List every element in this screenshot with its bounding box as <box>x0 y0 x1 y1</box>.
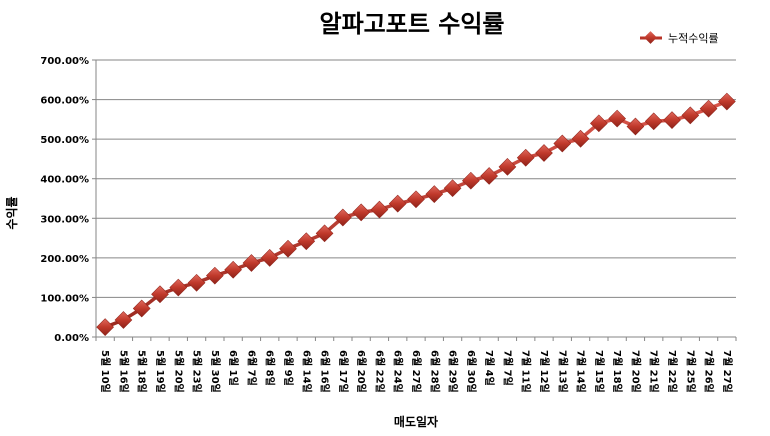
y-tick-label: 400.00% <box>40 175 89 186</box>
y-tick-label: 0.00% <box>54 333 89 344</box>
x-tick-label: 7월 18일 <box>611 350 624 393</box>
legend-label: 누적수익률 <box>668 32 719 45</box>
data-point <box>663 111 681 129</box>
x-tick-label: 6월 1일 <box>227 350 240 386</box>
series-line <box>104 99 728 329</box>
data-point <box>132 299 151 318</box>
x-tick-label: 5월 20일 <box>172 350 185 393</box>
x-axis-ticks: 5월 10일 5월 16일 5월 18일 5월 19일 5월 20일 5월 23일 5월 3… <box>95 337 737 393</box>
x-tick-label: 5월 19일 <box>154 350 167 393</box>
data-point <box>553 134 572 153</box>
data-point <box>370 200 389 219</box>
data-point <box>590 114 608 133</box>
data-point <box>516 148 535 167</box>
data-point <box>260 249 279 267</box>
gridlines <box>96 59 736 298</box>
series-cumulative-return <box>96 92 736 336</box>
x-tick-label: 7월 26일 <box>703 350 716 393</box>
data-point <box>242 254 261 272</box>
data-point <box>388 194 407 213</box>
x-tick-label: 7월 13일 <box>556 350 569 393</box>
data-point <box>224 260 242 279</box>
x-tick-label: 6월 22일 <box>373 350 386 393</box>
x-tick-label: 5월 18일 <box>136 350 149 393</box>
y-tick-label: 500.00% <box>40 135 89 146</box>
x-tick-label: 6월 7일 <box>245 350 258 386</box>
data-point <box>334 208 352 227</box>
y-tick-label: 300.00% <box>40 214 89 225</box>
legend: 누적수익률 <box>640 31 719 45</box>
x-tick-label: 7월 21일 <box>648 350 661 393</box>
x-tick-label: 7월 25일 <box>684 350 697 393</box>
y-axis-ticks: 0.00% 100.00% 200.00% 300.00% 400.00% 500.00%… <box>40 56 96 344</box>
x-tick-label: 6월 9일 <box>282 350 295 386</box>
data-point <box>681 106 700 125</box>
x-tick-label: 7월 15일 <box>593 350 606 393</box>
x-tick-label: 7월 22일 <box>666 350 679 393</box>
x-tick-label: 7월 4일 <box>483 350 496 386</box>
data-point <box>480 167 498 185</box>
x-tick-label: 6월 30일 <box>465 350 478 393</box>
data-point <box>187 273 206 292</box>
x-axis-label: 매도일자 <box>394 414 438 429</box>
chart-title: 알파고포트 수익률 <box>320 10 505 38</box>
x-tick-label: 6월 8일 <box>264 350 277 386</box>
x-tick-label: 7월 20일 <box>629 350 642 393</box>
x-tick-label: 6월 16일 <box>319 350 332 393</box>
y-tick-label: 200.00% <box>40 254 89 265</box>
data-point <box>151 285 169 304</box>
x-tick-label: 6월 29일 <box>447 350 460 393</box>
x-tick-label: 6월 14일 <box>300 350 313 393</box>
x-tick-label: 5월 30일 <box>209 350 222 393</box>
data-point <box>114 311 133 329</box>
data-point <box>462 171 480 190</box>
data-point <box>425 185 444 203</box>
y-tick-label: 600.00% <box>40 96 89 107</box>
data-point <box>407 190 425 209</box>
data-point <box>279 239 297 258</box>
x-tick-label: 6월 20일 <box>355 350 368 393</box>
x-tick-label: 7월 14일 <box>575 350 588 393</box>
data-point <box>644 112 663 131</box>
data-point <box>535 144 553 162</box>
x-tick-label: 6월 28일 <box>428 350 441 393</box>
data-point <box>571 129 590 148</box>
data-point <box>352 203 370 222</box>
data-point <box>297 232 316 251</box>
data-point <box>699 99 718 118</box>
x-tick-label: 7월 27일 <box>721 350 734 393</box>
y-axis-label: 수익률 <box>5 196 19 229</box>
y-tick-label: 100.00% <box>40 293 89 304</box>
legend-marker-swatch <box>644 31 657 44</box>
x-tick-label: 7월 11일 <box>520 350 533 393</box>
x-tick-label: 6월 27일 <box>410 350 423 393</box>
data-point <box>608 109 626 128</box>
x-tick-label: 7월 7일 <box>501 350 514 386</box>
data-point <box>718 92 736 111</box>
x-tick-label: 6월 24일 <box>392 350 405 393</box>
data-point <box>498 158 517 176</box>
data-point <box>169 278 188 297</box>
data-point <box>96 318 114 336</box>
x-tick-label: 5월 16일 <box>117 350 130 393</box>
data-point <box>315 224 334 243</box>
x-tick-label: 6월 17일 <box>337 350 350 393</box>
x-tick-label: 5월 10일 <box>99 350 112 393</box>
data-point <box>443 179 462 198</box>
data-point <box>626 117 645 136</box>
x-tick-label: 5월 23일 <box>191 350 204 393</box>
data-point <box>206 266 224 285</box>
x-tick-label: 7월 12일 <box>538 350 551 393</box>
y-tick-label: 700.00% <box>40 56 89 67</box>
